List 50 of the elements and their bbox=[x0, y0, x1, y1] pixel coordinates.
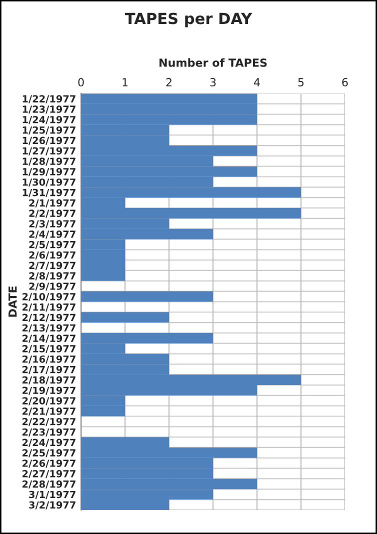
y-tick-label: 2/9/1977 bbox=[29, 282, 76, 291]
y-tick-label: 2/12/1977 bbox=[22, 314, 76, 322]
y-tick-label: 3/2/1977 bbox=[29, 501, 76, 510]
y-tick-label: 1/22/1977 bbox=[22, 95, 76, 104]
y-tick-label: 1/26/1977 bbox=[22, 136, 76, 145]
y-tick-label: 1/23/1977 bbox=[22, 106, 76, 114]
y-tick-label: 2/13/1977 bbox=[22, 324, 76, 332]
x-tick-label: 5 bbox=[298, 78, 304, 86]
y-axis-title: DATE bbox=[8, 286, 17, 317]
x-axis-title: Number of TAPES bbox=[160, 58, 267, 67]
y-tick-label: 2/19/1977 bbox=[22, 386, 76, 395]
x-tick-label: 1 bbox=[122, 78, 128, 86]
y-tick-label: 2/3/1977 bbox=[29, 220, 76, 228]
y-tick-label: 2/7/1977 bbox=[29, 262, 76, 270]
y-tick-label: 1/27/1977 bbox=[22, 147, 76, 156]
y-tick-label: 2/4/1977 bbox=[29, 230, 76, 239]
y-tick-label: 2/24/1977 bbox=[22, 438, 76, 447]
y-tick-label: 2/26/1977 bbox=[22, 460, 76, 468]
y-tick-label: 1/28/1977 bbox=[22, 158, 76, 166]
y-tick-label: 2/15/1977 bbox=[22, 345, 76, 354]
y-tick-label: 1/24/1977 bbox=[22, 116, 76, 124]
y-tick-label: 2/27/1977 bbox=[22, 470, 76, 478]
y-tick-label: 2/23/1977 bbox=[22, 428, 76, 436]
y-tick-label: 2/21/1977 bbox=[22, 408, 76, 416]
y-tick-label: 2/20/1977 bbox=[22, 397, 76, 406]
y-tick-label: 2/2/1977 bbox=[29, 210, 76, 218]
y-tick-label: 1/25/1977 bbox=[22, 126, 76, 134]
y-tick-label: 2/25/1977 bbox=[22, 449, 76, 458]
y-tick-label: 2/8/1977 bbox=[29, 272, 76, 280]
y-tick-label: 2/10/1977 bbox=[22, 292, 76, 302]
x-tick-label: 0 bbox=[78, 78, 84, 86]
x-tick-label: 6 bbox=[342, 78, 348, 86]
y-tick-label: 2/5/1977 bbox=[29, 240, 76, 250]
x-tick-label: 2 bbox=[166, 78, 172, 86]
x-tick-label: 4 bbox=[254, 78, 260, 86]
y-tick-label: 2/6/1977 bbox=[29, 251, 76, 260]
x-tick-label: 3 bbox=[210, 78, 216, 86]
y-tick-label: 2/28/1977 bbox=[22, 480, 76, 489]
y-tick-label: 1/31/1977 bbox=[22, 188, 76, 197]
y-tick-label: 1/29/1977 bbox=[22, 168, 76, 176]
y-tick-label: 3/1/1977 bbox=[29, 490, 76, 499]
y-tick-label: 2/11/1977 bbox=[22, 303, 76, 312]
y-tick-label: 2/22/1977 bbox=[22, 418, 76, 426]
y-tick-label: 1/30/1977 bbox=[22, 178, 76, 187]
chart-title: TAPES per DAY bbox=[124, 12, 252, 28]
y-tick-label: 2/16/1977 bbox=[22, 355, 76, 364]
y-tick-label: 2/17/1977 bbox=[22, 366, 76, 374]
y-tick-label: 2/18/1977 bbox=[22, 376, 76, 384]
y-tick-label: 2/1/1977 bbox=[29, 199, 76, 208]
y-tick-label: 2/14/1977 bbox=[22, 334, 76, 343]
